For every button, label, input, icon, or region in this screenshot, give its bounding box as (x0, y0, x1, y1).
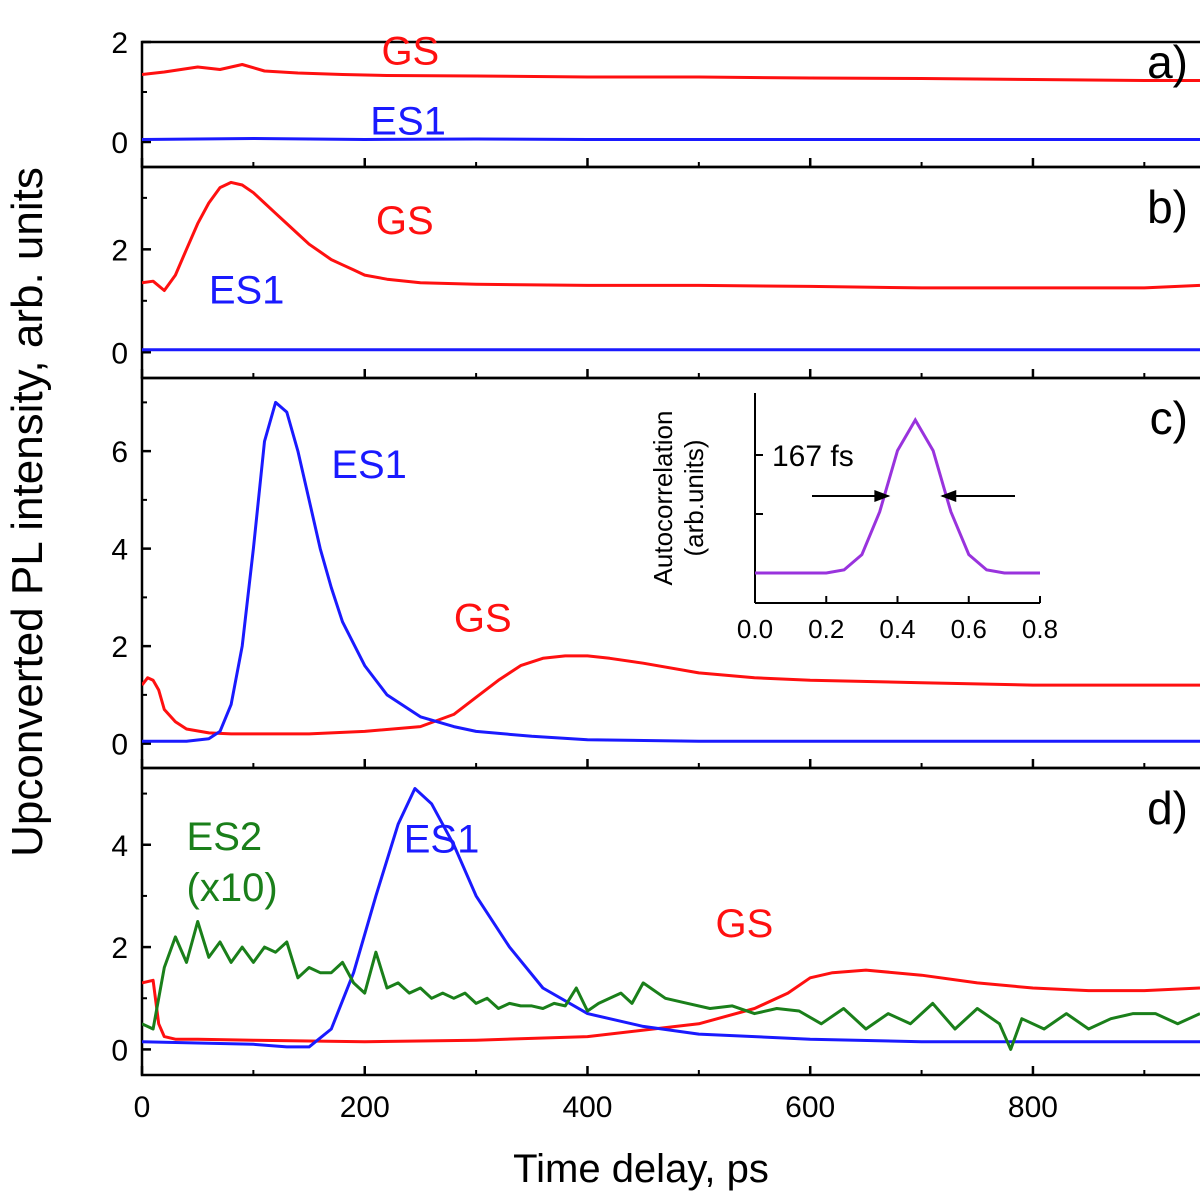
x-tick-label: 200 (340, 1091, 390, 1124)
series-es1-line (142, 137, 1200, 141)
panel-frame (140, 165, 1200, 380)
series-annotation: ES1 (370, 100, 446, 144)
x-axis-title: Time delay, ps (513, 1147, 769, 1191)
y-tick-label: 4 (111, 830, 128, 863)
fwhm-label: 167 fs (772, 440, 854, 473)
y-tick-label: 0 (111, 337, 128, 370)
series-annotation: ES1 (331, 443, 407, 487)
panel-b: 0 2 GS ES1 b) (111, 165, 1200, 380)
plot-area (142, 180, 1200, 352)
panel-a: 0 2 GS ES1 a) (111, 27, 1200, 169)
inset-x-tick-label: 0.0 (737, 614, 773, 644)
panel-frame (140, 766, 1200, 1077)
y-tick-label: 2 (111, 631, 128, 664)
plot-area (142, 787, 1200, 1051)
panel-label: d) (1147, 782, 1188, 834)
inset-autocorrelation: 0.0 0.2 0.4 0.6 0.8 Autocorrelation (arb.units… (648, 393, 1058, 644)
panel-frame (140, 40, 1200, 169)
plot-area (142, 400, 1200, 743)
y-tick-label: 0 (111, 127, 128, 160)
inset-x-tick-label: 0.4 (879, 614, 915, 644)
series-annotation: ES2 (187, 815, 263, 859)
series-gs-line (142, 654, 1200, 736)
y-tick-label: 0 (111, 729, 128, 762)
series-annotation: (x10) (187, 866, 278, 910)
series-gs-line (142, 180, 1200, 292)
panel-label: a) (1147, 36, 1188, 88)
y-tick-label: 6 (111, 436, 128, 469)
inset-autocorrelation-line (755, 417, 1040, 575)
x-tick-label: 600 (785, 1091, 835, 1124)
x-tick-label: 0 (134, 1091, 151, 1124)
inset-x-tick-label: 0.2 (808, 614, 844, 644)
inset-y-label-units: (arb.units) (679, 439, 709, 556)
panel-d: 0 2 4 0 200 400 600 800 ES2 (x10) ES1 GS d) (111, 766, 1200, 1124)
x-tick-label: 800 (1008, 1091, 1058, 1124)
series-es1-line (142, 787, 1200, 1049)
panel-c: 0 2 4 6 ES1 GS c) 0.0 0.2 0.4 0.6 0.8 Autocorrelatio… (111, 376, 1200, 770)
panel-label: b) (1147, 181, 1188, 233)
series-es1-line (142, 400, 1200, 743)
y-tick-label: 2 (111, 234, 128, 267)
series-gs-line (142, 63, 1200, 82)
series-gs-line (142, 968, 1200, 1044)
inset-x-tick-label: 0.8 (1022, 614, 1058, 644)
series-annotation: GS (381, 30, 439, 74)
inset-x-tick-label: 0.6 (951, 614, 987, 644)
plot-area (142, 63, 1200, 141)
y-axis-title: Upconverted PL intensity, arb. units (3, 167, 52, 857)
series-es2-line (142, 920, 1200, 1051)
y-tick-label: 4 (111, 534, 128, 567)
y-tick-label: 0 (111, 1034, 128, 1067)
x-tick-label: 400 (562, 1091, 612, 1124)
y-tick-label: 2 (111, 27, 128, 60)
series-annotation: GS (716, 902, 774, 946)
inset-y-label: Autocorrelation (648, 411, 678, 586)
fwhm-arrowhead-left (874, 490, 891, 502)
series-annotation: ES1 (404, 817, 480, 861)
series-annotation: GS (376, 199, 434, 243)
series-annotation: GS (454, 597, 512, 641)
y-tick-label: 2 (111, 932, 128, 965)
fwhm-arrowhead-right (940, 490, 957, 502)
panel-label: c) (1150, 392, 1188, 444)
series-annotation: ES1 (209, 268, 285, 312)
